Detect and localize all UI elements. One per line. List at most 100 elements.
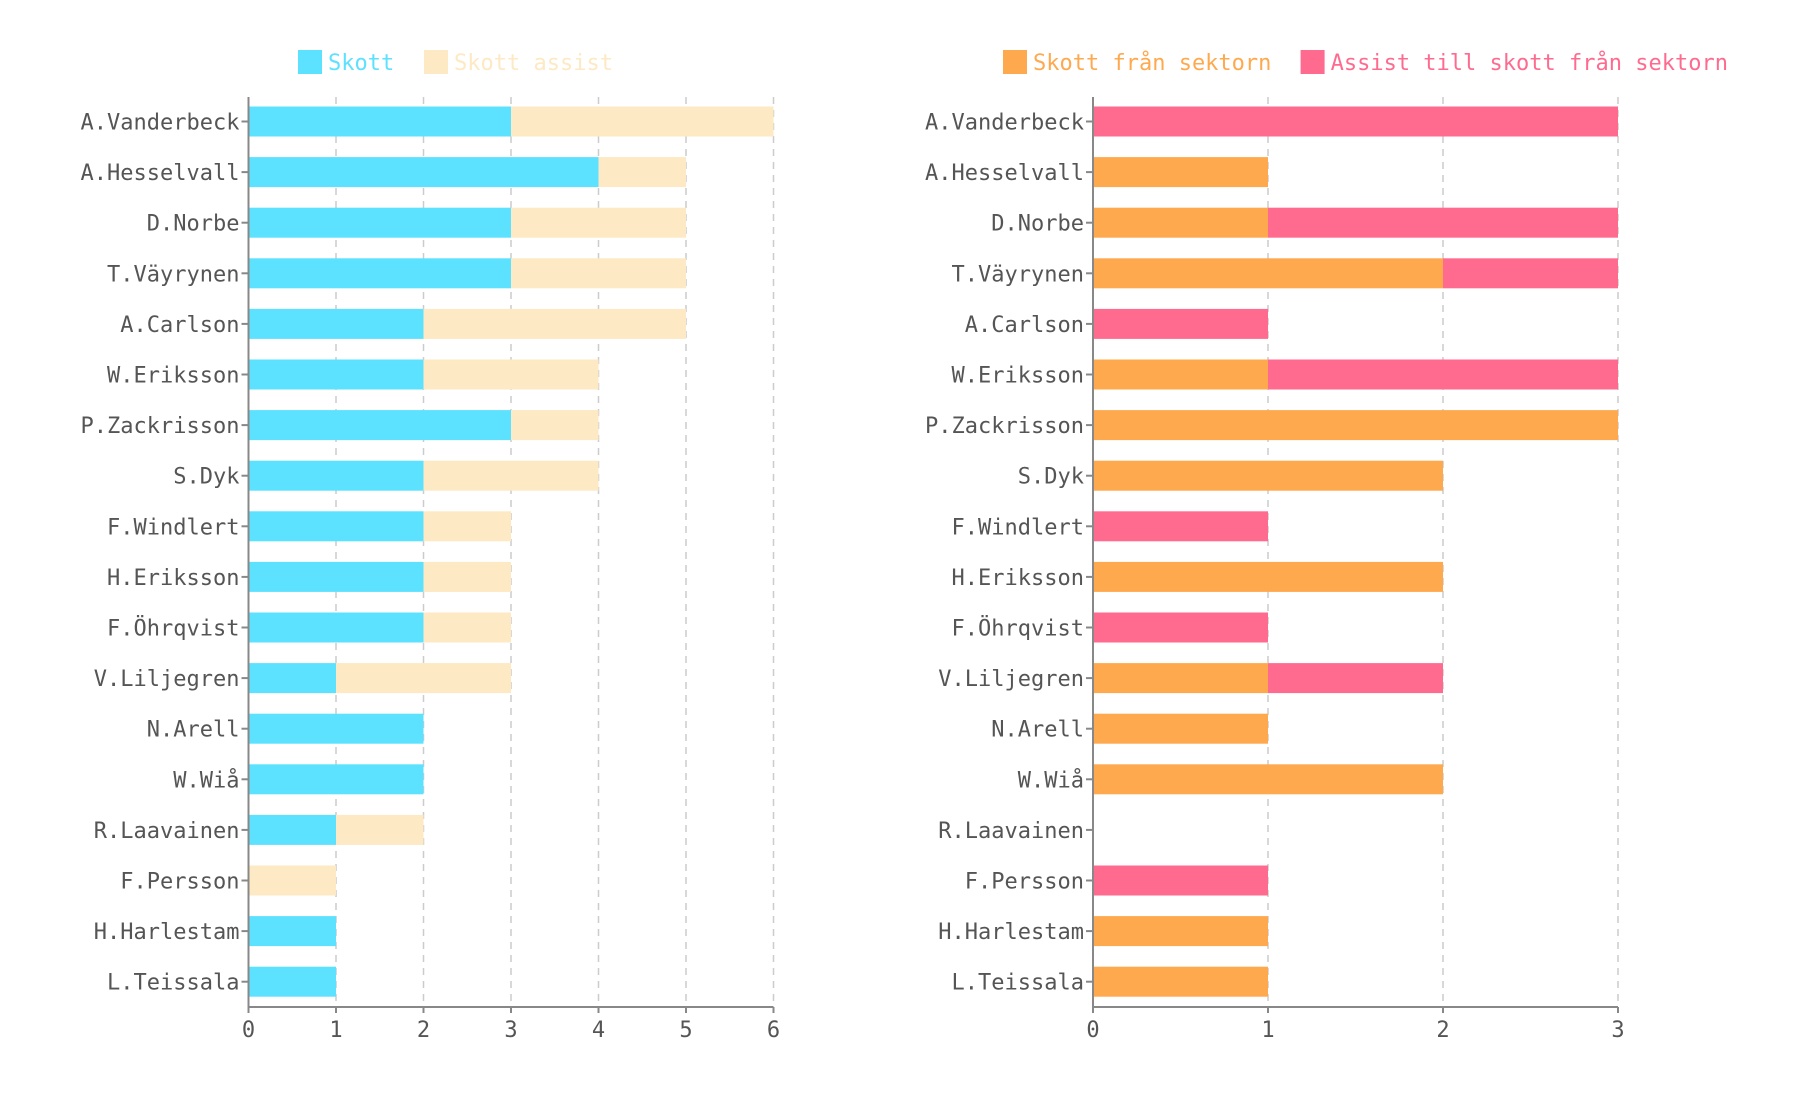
bar-skott	[248, 764, 424, 795]
bar-skott	[248, 612, 424, 643]
y-tick-label: R.Laavainen	[938, 819, 1084, 844]
bar-skott	[248, 561, 424, 592]
bar-skott-assist	[423, 561, 511, 592]
legend-swatch	[298, 50, 322, 74]
y-tick-label: T.Väyrynen	[107, 262, 239, 287]
legend-swatch	[1300, 50, 1325, 74]
y-tick-label: A.Vanderbeck	[925, 111, 1084, 136]
legend-label[interactable]: Skott	[328, 51, 394, 76]
bar-skott-assist	[423, 308, 686, 339]
y-tick-label: F.Persson	[965, 870, 1084, 895]
y-tick-label: H.Eriksson	[107, 566, 239, 591]
legend-label[interactable]: Skott assist	[454, 51, 613, 76]
bar-skott-fr-n-sektorn	[1093, 713, 1268, 744]
bar-assist-till-skott-fr-n-sektorn	[1268, 663, 1443, 694]
bar-skott	[248, 916, 336, 947]
bar-skott	[248, 663, 336, 694]
y-tick-label: L.Teissala	[107, 971, 239, 996]
y-tick-label: A.Hesselvall	[81, 161, 240, 186]
bar-assist-till-skott-fr-n-sektorn	[1268, 207, 1618, 238]
bar-skott-assist	[423, 460, 599, 491]
x-tick-label: 3	[504, 1018, 517, 1043]
y-tick-label: W.Wiå	[1018, 767, 1084, 793]
x-tick-label: 5	[679, 1018, 692, 1043]
bar-skott-fr-n-sektorn	[1093, 460, 1443, 491]
y-tick-label: F.Persson	[120, 870, 239, 895]
x-tick-label: 2	[417, 1018, 430, 1043]
y-tick-label: N.Arell	[991, 718, 1084, 743]
bar-skott-assist	[423, 359, 599, 390]
y-tick-label: F.Windlert	[952, 515, 1084, 540]
bar-skott-fr-n-sektorn	[1093, 966, 1268, 997]
legend: Skott Skott assist	[298, 50, 613, 76]
bar-skott-assist	[248, 865, 336, 896]
bar-skott	[248, 410, 511, 441]
y-tick-label: W.Wiå	[173, 767, 239, 793]
y-tick-label: P.Zackrisson	[81, 414, 240, 439]
y-tick-label: F.Windlert	[107, 515, 239, 540]
y-tick-label: H.Harlestam	[94, 920, 240, 945]
y-tick-label: A.Carlson	[965, 313, 1084, 338]
bar-skott	[248, 511, 424, 542]
y-tick-label: H.Eriksson	[952, 566, 1084, 591]
bar-skott-fr-n-sektorn	[1093, 663, 1268, 694]
y-tick-label: T.Väyrynen	[952, 262, 1084, 287]
bar-skott-fr-n-sektorn	[1093, 258, 1443, 289]
x-tick-label: 4	[592, 1018, 605, 1043]
legend-swatch	[424, 50, 448, 74]
legend-swatch	[1003, 50, 1027, 74]
bar-skott	[248, 207, 511, 238]
bar-skott	[248, 713, 424, 744]
bar-assist-till-skott-fr-n-sektorn	[1093, 308, 1268, 339]
bar-assist-till-skott-fr-n-sektorn	[1443, 258, 1618, 289]
bar-skott	[248, 359, 424, 390]
bar-skott	[248, 258, 511, 289]
bar-skott-fr-n-sektorn	[1093, 561, 1443, 592]
y-tick-label: F.Öhrqvist	[952, 616, 1084, 642]
bar-skott-assist	[423, 612, 511, 643]
bar-assist-till-skott-fr-n-sektorn	[1093, 511, 1268, 542]
x-tick-label: 2	[1436, 1018, 1449, 1043]
bar-assist-till-skott-fr-n-sektorn	[1093, 612, 1268, 643]
y-tick-label: S.Dyk	[173, 465, 239, 490]
bar-skott-assist	[511, 258, 686, 289]
y-tick-label: H.Harlestam	[938, 920, 1084, 945]
bar-skott-assist	[336, 663, 511, 694]
x-tick-label: 0	[1086, 1018, 1099, 1043]
bar-skott-fr-n-sektorn	[1093, 157, 1268, 188]
y-tick-label: V.Liljegren	[94, 667, 240, 692]
bar-skott-fr-n-sektorn	[1093, 359, 1268, 390]
bar-skott-assist	[511, 207, 686, 238]
x-tick-label: 0	[242, 1018, 255, 1043]
y-tick-label: N.Arell	[147, 718, 240, 743]
y-tick-label: L.Teissala	[952, 971, 1084, 996]
bar-skott	[248, 308, 424, 339]
bar-skott-fr-n-sektorn	[1093, 764, 1443, 795]
legend-label[interactable]: Assist till skott från sektorn	[1331, 50, 1728, 76]
legend: Skott från sektorn Assist till skott från…	[1003, 50, 1728, 76]
bar-skott	[248, 460, 424, 491]
x-tick-label: 3	[1611, 1018, 1624, 1043]
y-tick-label: D.Norbe	[147, 212, 240, 237]
y-tick-label: V.Liljegren	[938, 667, 1084, 692]
chart-2: A.Vanderbeck A.Hesselvall D.Norbe T.Väyryne…	[925, 50, 1728, 1043]
bar-skott-fr-n-sektorn	[1093, 410, 1618, 441]
x-tick-label: 6	[767, 1018, 780, 1043]
bar-skott-fr-n-sektorn	[1093, 916, 1268, 947]
y-tick-label: P.Zackrisson	[925, 414, 1084, 439]
bar-skott	[248, 966, 336, 997]
bar-skott	[248, 814, 336, 845]
bar-skott	[248, 157, 599, 188]
x-tick-label: 1	[1261, 1018, 1274, 1043]
legend-label[interactable]: Skott från sektorn	[1033, 50, 1271, 76]
chart-1: A.Vanderbeck A.Hesselvall D.Norbe T.Väyryne…	[81, 50, 780, 1043]
bar-skott-assist	[511, 410, 599, 441]
bar-skott-assist	[336, 814, 424, 845]
y-tick-label: A.Carlson	[120, 313, 239, 338]
bar-skott-assist	[423, 511, 511, 542]
y-tick-label: W.Eriksson	[107, 364, 239, 389]
y-tick-label: A.Hesselvall	[925, 161, 1084, 186]
y-tick-label: A.Vanderbeck	[81, 111, 240, 136]
bar-assist-till-skott-fr-n-sektorn	[1093, 106, 1618, 137]
